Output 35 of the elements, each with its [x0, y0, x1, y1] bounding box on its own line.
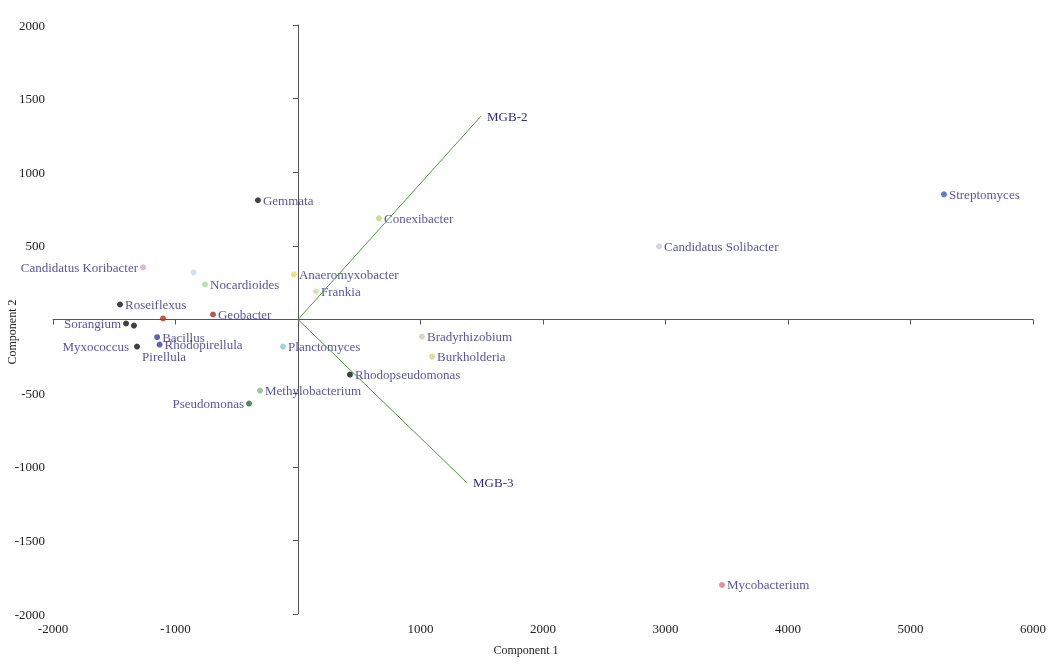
x-axis-title: Component 1: [493, 643, 559, 657]
data-label: Myxococcus: [62, 338, 129, 354]
data-label: Roseiflexus: [125, 296, 187, 312]
series-label: MGB-2: [487, 108, 528, 124]
y-axis-title: Component 2: [5, 299, 19, 365]
x-tick-label: 5000: [897, 621, 924, 636]
data-label: Nocardioides: [210, 276, 280, 292]
x-tick-label: 1000: [407, 621, 434, 636]
y-tick-label: -500: [21, 385, 45, 401]
y-tick-label: 1000: [19, 164, 45, 180]
y-tick-label: -1000: [14, 459, 45, 475]
x-tick-label: 6000: [1020, 621, 1046, 636]
data-label: Sorangium: [63, 315, 122, 331]
data-label: Bradyrhizobium: [426, 329, 513, 345]
x-tick-label: -2000: [37, 621, 69, 636]
data-label: Pirellula: [142, 349, 187, 365]
data-label: Geobacter: [217, 306, 273, 322]
data-label: Burkholderia: [437, 349, 506, 365]
x-tick-label: 2000: [530, 621, 556, 636]
data-label: Streptomyces: [948, 186, 1020, 202]
data-label: Rhodopseudomonas: [354, 367, 461, 383]
y-tick-label: 2000: [19, 17, 45, 33]
y-tick-label: -2000: [14, 606, 45, 622]
data-label: Mycobacterium: [726, 577, 810, 593]
x-tick-label: 3000: [652, 621, 679, 636]
x-tick-label: -1000: [160, 621, 191, 636]
x-tick-label: 4000: [775, 621, 801, 636]
y-tick-label: -1500: [14, 532, 45, 548]
data-label: Pseudomonas: [172, 396, 244, 412]
data-label: Candidatus Koribacter: [20, 259, 139, 275]
series-label: MGB-3: [473, 475, 514, 491]
data-label: Candidatus Solibacter: [664, 238, 780, 254]
data-label: Frankia: [321, 284, 361, 300]
y-tick-label: 1500: [19, 91, 45, 107]
y-tick-label: 500: [25, 238, 45, 254]
